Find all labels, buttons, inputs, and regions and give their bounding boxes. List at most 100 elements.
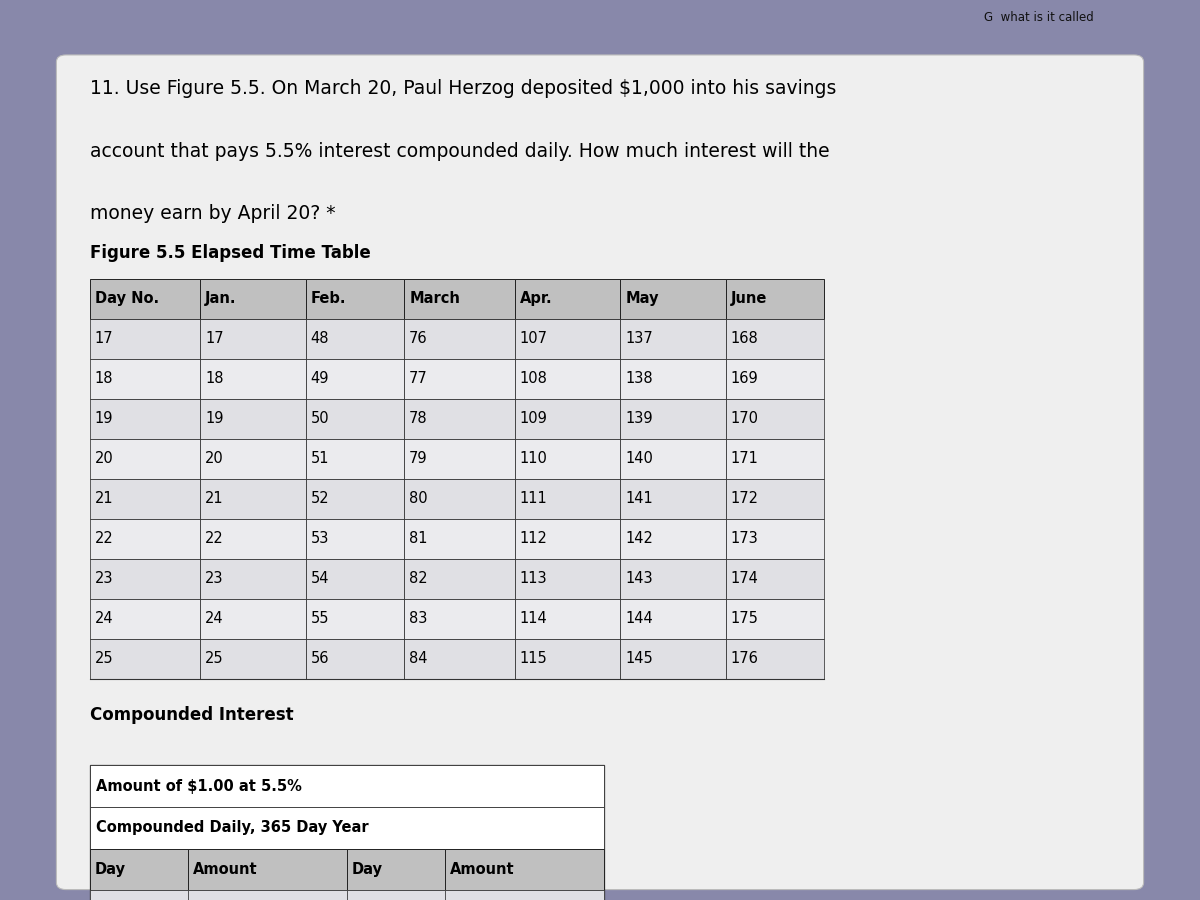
Text: 48: 48 [311, 331, 329, 346]
Bar [306, 439, 404, 479]
Text: 23: 23 [205, 572, 223, 586]
Bar [90, 807, 604, 849]
Text: 169: 169 [731, 372, 758, 386]
Bar [404, 479, 515, 518]
Bar [306, 319, 404, 359]
Text: 54: 54 [311, 572, 329, 586]
Text: 171: 171 [731, 451, 758, 466]
Text: Amount: Amount [193, 862, 258, 878]
Bar [515, 479, 620, 518]
Text: G  what is it called: G what is it called [984, 11, 1093, 23]
Bar [306, 559, 404, 598]
Bar [404, 319, 515, 359]
Text: 79: 79 [409, 451, 428, 466]
Text: 20: 20 [205, 451, 224, 466]
Bar [515, 319, 620, 359]
Bar [726, 319, 824, 359]
Bar [620, 518, 726, 559]
Text: 139: 139 [625, 411, 653, 427]
Text: 17: 17 [205, 331, 224, 346]
Bar [404, 559, 515, 598]
Bar [306, 639, 404, 679]
Bar [90, 765, 604, 807]
Bar [188, 890, 347, 900]
Text: 22: 22 [205, 531, 224, 546]
Text: 142: 142 [625, 531, 653, 546]
Bar [347, 849, 445, 890]
Bar [90, 598, 200, 639]
Text: 168: 168 [731, 331, 758, 346]
Text: account that pays 5.5% interest compounded daily. How much interest will the: account that pays 5.5% interest compound… [90, 142, 829, 161]
Bar [90, 518, 200, 559]
Bar [515, 439, 620, 479]
Text: 56: 56 [311, 651, 329, 666]
Bar [404, 518, 515, 559]
Bar [188, 849, 347, 890]
Bar [620, 559, 726, 598]
Bar [404, 399, 515, 439]
Bar [515, 279, 620, 319]
Bar [726, 639, 824, 679]
Bar [90, 890, 188, 900]
Bar [445, 890, 604, 900]
Text: 114: 114 [520, 611, 547, 626]
Text: 109: 109 [520, 411, 547, 427]
Text: May: May [625, 292, 659, 307]
Text: 83: 83 [409, 611, 427, 626]
Text: Compounded Interest: Compounded Interest [90, 706, 294, 724]
Text: 51: 51 [311, 451, 329, 466]
Text: 81: 81 [409, 531, 427, 546]
Bar [90, 439, 200, 479]
Text: Day: Day [95, 862, 126, 878]
Text: 11. Use Figure 5.5. On March 20, Paul Herzog deposited $1,000 into his savings: 11. Use Figure 5.5. On March 20, Paul He… [90, 79, 836, 98]
Text: 137: 137 [625, 331, 653, 346]
Text: Figure 5.5 Elapsed Time Table: Figure 5.5 Elapsed Time Table [90, 244, 371, 262]
Text: 53: 53 [311, 531, 329, 546]
Text: 84: 84 [409, 651, 427, 666]
Text: 19: 19 [95, 411, 113, 427]
Text: 49: 49 [311, 372, 329, 386]
Bar [620, 598, 726, 639]
Bar [200, 319, 306, 359]
Bar [404, 639, 515, 679]
Bar [404, 279, 515, 319]
Bar [620, 639, 726, 679]
Bar [404, 598, 515, 639]
Bar [90, 319, 200, 359]
Text: March: March [409, 292, 460, 307]
Text: 143: 143 [625, 572, 653, 586]
Text: 145: 145 [625, 651, 653, 666]
Bar [515, 559, 620, 598]
Bar [90, 359, 200, 399]
Bar [90, 399, 200, 439]
Text: 140: 140 [625, 451, 653, 466]
Bar [200, 399, 306, 439]
Bar [620, 399, 726, 439]
Bar [200, 359, 306, 399]
Text: 20: 20 [95, 451, 114, 466]
Text: Day No.: Day No. [95, 292, 158, 307]
Bar [306, 598, 404, 639]
Text: 76: 76 [409, 331, 428, 346]
Text: 138: 138 [625, 372, 653, 386]
Text: 172: 172 [731, 491, 758, 507]
Bar [620, 439, 726, 479]
Text: 110: 110 [520, 451, 547, 466]
Text: 141: 141 [625, 491, 653, 507]
Bar [726, 559, 824, 598]
Text: 25: 25 [95, 651, 114, 666]
Text: 23: 23 [95, 572, 113, 586]
Bar [620, 319, 726, 359]
Bar [515, 359, 620, 399]
Text: 22: 22 [95, 531, 114, 546]
Text: 18: 18 [205, 372, 223, 386]
Bar [620, 279, 726, 319]
FancyBboxPatch shape [56, 55, 1144, 889]
Text: 175: 175 [731, 611, 758, 626]
Bar [726, 359, 824, 399]
Text: 21: 21 [205, 491, 224, 507]
Bar [90, 479, 200, 518]
Text: 107: 107 [520, 331, 547, 346]
Text: 144: 144 [625, 611, 653, 626]
Bar [306, 279, 404, 319]
